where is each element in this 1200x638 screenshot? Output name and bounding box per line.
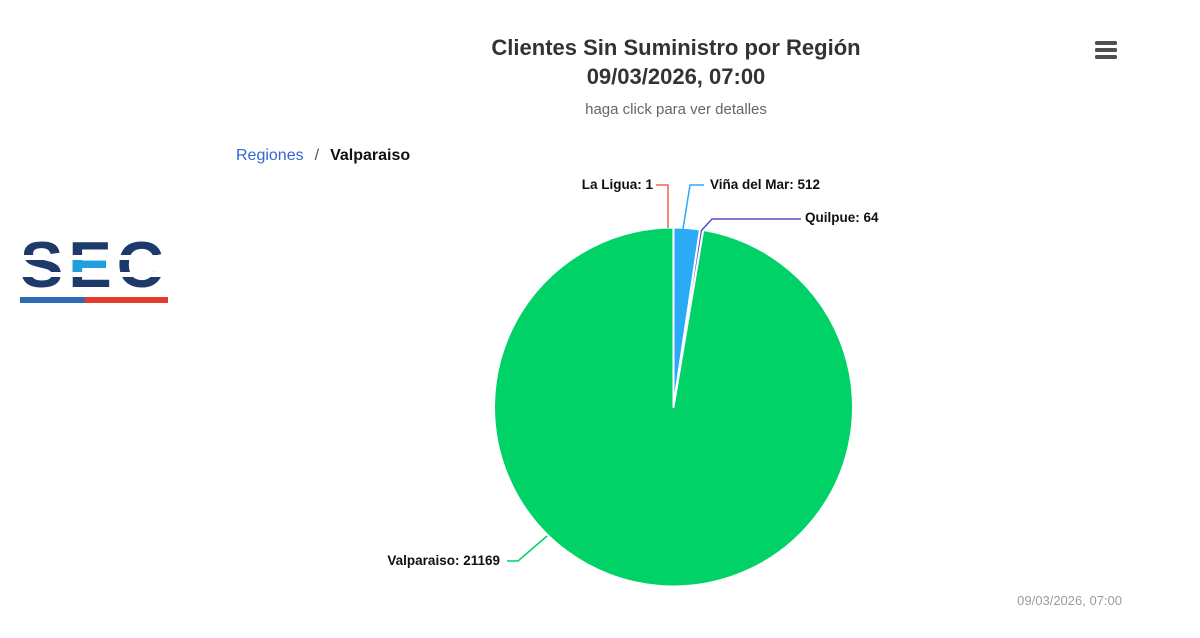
label-connector-valparaiso	[507, 535, 548, 562]
pie-label-la-ligua: La Ligua: 1	[581, 177, 653, 192]
breadcrumb-item-regiones[interactable]: Regiones	[236, 147, 304, 164]
pie-label-vina-del-mar: Viña del Mar: 512	[710, 177, 821, 192]
label-connector-vina-del-mar	[682, 184, 704, 230]
hamburger-icon	[1095, 55, 1117, 59]
label-connector-quilpue	[700, 218, 801, 232]
sec-logo: SEC SEC	[17, 228, 171, 304]
logo-underline	[20, 297, 168, 303]
pie-label-valparaiso: Valparaiso: 21169	[387, 553, 500, 568]
sec-logo-text: SEC	[20, 228, 169, 301]
breadcrumb: Regiones / Valparaiso	[236, 147, 410, 165]
sec-logo-accent-band: SEC	[20, 228, 169, 301]
logo-underline-blue	[20, 297, 86, 303]
pie-label-quilpue: Quilpue: 64	[805, 210, 879, 225]
breadcrumb-separator: /	[314, 147, 320, 164]
label-connector-la-ligua	[656, 184, 669, 228]
logo-underline-red	[85, 297, 168, 303]
logo-stripe	[17, 272, 171, 277]
hamburger-icon	[1095, 41, 1117, 45]
hamburger-icon	[1095, 48, 1117, 52]
chart-title-line1: Clientes Sin Suministro por Región	[491, 35, 861, 60]
chart-title-line2: 09/03/2026, 07:00	[586, 64, 766, 89]
timestamp-label: 09/03/2026, 07:00	[1017, 593, 1122, 608]
chart-menu-button[interactable]	[1092, 37, 1120, 63]
chart-subtitle: haga click para ver detalles	[585, 101, 767, 118]
breadcrumb-item-valparaiso: Valparaiso	[330, 147, 411, 164]
logo-stripe	[17, 254, 171, 260]
